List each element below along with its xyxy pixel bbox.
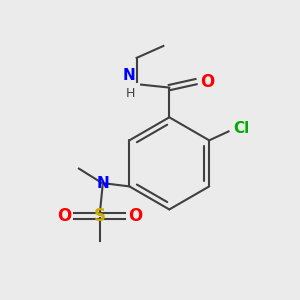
Text: O: O xyxy=(200,73,214,91)
Text: Cl: Cl xyxy=(233,121,249,136)
Text: O: O xyxy=(57,207,71,225)
Text: N: N xyxy=(96,176,109,191)
Text: O: O xyxy=(128,207,142,225)
Text: H: H xyxy=(126,87,135,100)
Text: S: S xyxy=(94,207,106,225)
Text: N: N xyxy=(122,68,135,83)
